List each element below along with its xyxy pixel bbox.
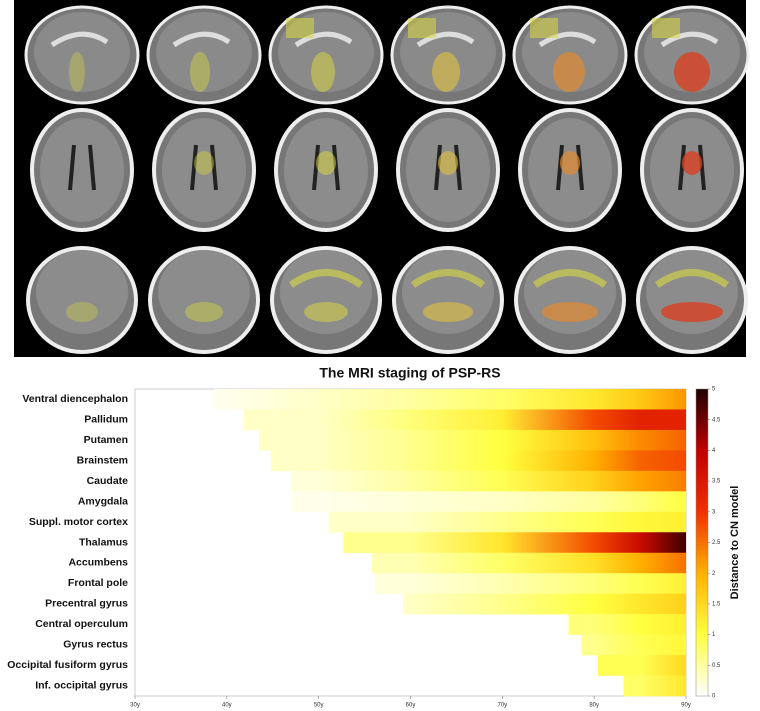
x-tick-label: 70y: [497, 703, 507, 709]
heat-row: [243, 409, 686, 431]
overlay: [66, 302, 98, 322]
chart-title: The MRI staging of PSP-RS: [319, 365, 500, 381]
row-label: Precentral gyrus: [45, 598, 128, 610]
overlay: [553, 52, 585, 92]
colorbar-tick-label: 5: [712, 387, 716, 393]
overlay: [69, 52, 85, 92]
colorbar-tick-label: 3: [712, 509, 716, 515]
colorbar: [695, 388, 709, 697]
row-label: Brainstem: [77, 454, 128, 466]
colorbar-tick-label: 2: [712, 571, 716, 577]
overlay: [432, 52, 460, 92]
heat-row: [371, 552, 686, 574]
overlay: [190, 52, 210, 92]
overlay: [542, 302, 598, 322]
coronal-brain: [280, 250, 372, 334]
overlay: [661, 302, 723, 322]
corpus-callosum: [50, 31, 109, 48]
x-tick-label: 90y: [681, 703, 691, 709]
x-tick-label: 40y: [222, 703, 232, 709]
row-label: Caudate: [87, 475, 129, 487]
corpus-callosum: [660, 31, 719, 48]
x-tick-label: 60y: [406, 703, 416, 709]
colorbar-tick-label: 1: [712, 632, 716, 638]
row-label: Inf. occipital gyrus: [35, 680, 128, 692]
colorbar-tick-label: 4: [712, 448, 716, 454]
heat-row: [581, 634, 686, 656]
corpus-callosum: [416, 31, 475, 48]
heat-row: [291, 470, 686, 492]
heat-row: [291, 491, 686, 513]
ventricles: [190, 144, 218, 191]
corpus-callosum: [294, 31, 353, 48]
overlay: [194, 151, 214, 175]
ventricles: [434, 144, 462, 191]
row-label: Ventral diencephalon: [22, 393, 128, 405]
overlay: [408, 18, 436, 38]
heat-row: [213, 389, 686, 410]
row-label: Frontal pole: [68, 577, 128, 589]
x-tick-label: 50y: [314, 703, 324, 709]
overlay: [410, 269, 486, 288]
x-tick-label: 80y: [589, 703, 599, 709]
axial-brain: [162, 118, 246, 222]
overlay: [438, 151, 458, 175]
colorbar-tick-label: 2.5: [712, 540, 721, 546]
overlay: [530, 18, 558, 38]
heat-row: [568, 614, 686, 635]
heat-row: [374, 573, 686, 594]
overlay: [288, 269, 364, 288]
ventricles: [678, 144, 706, 191]
axial-brain: [40, 118, 124, 222]
row-label: Occipital fusiform gyrus: [7, 659, 128, 671]
heat-row: [343, 532, 686, 554]
overlay: [304, 302, 348, 322]
colorbar-tick-label: 1.5: [712, 601, 721, 607]
coronal-brain: [158, 250, 250, 334]
heat-row: [403, 593, 686, 615]
coronal-brain: [36, 250, 128, 334]
row-label: Putamen: [84, 434, 128, 446]
overlay: [185, 302, 223, 322]
overlay: [682, 151, 702, 175]
overlay: [560, 151, 580, 175]
corpus-callosum: [538, 31, 597, 48]
ventricles: [312, 144, 340, 191]
row-label: Gyrus rectus: [63, 639, 128, 651]
ventricles: [68, 144, 96, 191]
row-label: Accumbens: [68, 557, 128, 569]
corpus-callosum: [172, 31, 231, 48]
row-label: Thalamus: [79, 536, 128, 548]
sagittal-brain: [34, 12, 130, 92]
heat-row: [328, 511, 686, 533]
overlay: [286, 18, 314, 38]
row-label: Amygdala: [78, 495, 128, 507]
colorbar-tick-label: 3.5: [712, 479, 721, 485]
colorbar-tick-label: 0: [712, 694, 716, 700]
heat-row: [258, 429, 686, 451]
overlay: [674, 52, 710, 92]
row-label: Pallidum: [84, 413, 128, 425]
overlay: [423, 302, 473, 322]
ventricles: [556, 144, 584, 191]
mri-images: [24, 5, 750, 354]
row-label: Central operculum: [35, 618, 128, 630]
overlay: [316, 151, 336, 175]
overlay: [652, 18, 680, 38]
overlay: [654, 269, 730, 288]
colorbar-tick-label: 0.5: [712, 663, 721, 669]
heat-row: [597, 655, 686, 676]
row-label: Suppl. motor cortex: [29, 516, 128, 528]
overlay: [532, 269, 608, 288]
heat-row: [623, 675, 686, 697]
colorbar-label: Distance to CN model: [729, 486, 741, 600]
overlay: [311, 52, 335, 92]
colorbar-tick-label: 4.5: [712, 417, 721, 423]
heat-row: [270, 450, 686, 472]
sagittal-brain: [156, 12, 252, 92]
x-tick-label: 30y: [130, 703, 140, 709]
